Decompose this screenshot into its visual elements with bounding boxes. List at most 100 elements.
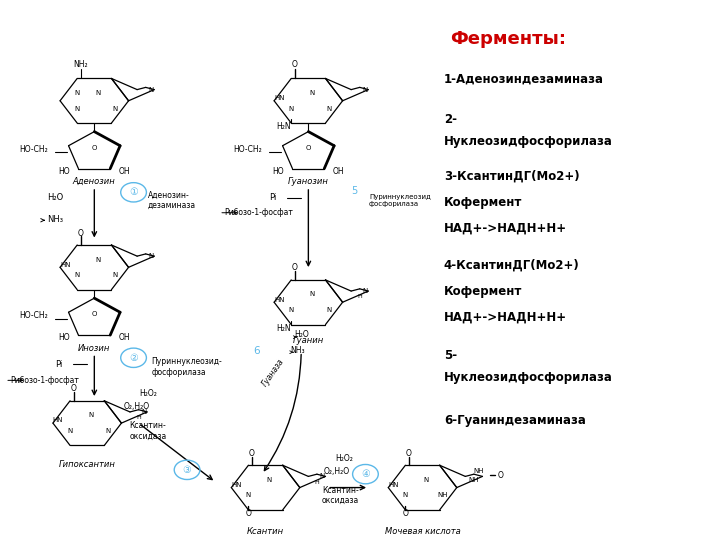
- Text: H: H: [315, 480, 319, 485]
- Text: НАД+->НАДН+Н+: НАД+->НАДН+Н+: [444, 310, 567, 323]
- Text: O: O: [71, 384, 76, 393]
- Text: HN: HN: [53, 417, 63, 423]
- Text: 2-: 2-: [444, 113, 457, 126]
- Text: HN: HN: [60, 261, 71, 268]
- Text: Аденозин: Аденозин: [73, 177, 116, 186]
- Text: HO: HO: [58, 333, 70, 342]
- Text: HO-CH₂: HO-CH₂: [19, 312, 48, 320]
- Text: N: N: [95, 90, 100, 96]
- Text: N: N: [112, 272, 117, 278]
- Text: ①: ①: [129, 187, 138, 197]
- Text: Гипоксантин: Гипоксантин: [59, 461, 116, 469]
- Text: ④: ④: [361, 469, 370, 479]
- Text: N: N: [75, 105, 80, 112]
- Text: OH: OH: [333, 167, 344, 176]
- Text: OH: OH: [119, 333, 130, 342]
- Text: NH₃: NH₃: [47, 215, 63, 224]
- Text: Нуклеозидфосфорилаза: Нуклеозидфосфорилаза: [444, 134, 613, 147]
- Text: N: N: [105, 428, 110, 434]
- Text: Мочевая кислота: Мочевая кислота: [384, 527, 460, 536]
- Text: ③: ③: [183, 465, 192, 475]
- Text: N: N: [88, 413, 93, 418]
- Text: HO-CH₂: HO-CH₂: [19, 145, 48, 154]
- Text: 5-: 5-: [444, 349, 457, 362]
- Text: O: O: [246, 509, 251, 518]
- Text: HO: HO: [272, 167, 284, 176]
- Text: NH: NH: [469, 476, 479, 483]
- Text: Кофермент: Кофермент: [444, 285, 522, 298]
- Text: Гуанозин: Гуанозин: [288, 177, 329, 186]
- Text: NH₃: NH₃: [290, 346, 305, 355]
- Text: 3-КсантинДГ(Мо2+): 3-КсантинДГ(Мо2+): [444, 170, 580, 183]
- Text: Инозин: Инозин: [78, 343, 110, 353]
- Text: H₂O₂: H₂O₂: [335, 454, 353, 463]
- Text: H₂O: H₂O: [47, 193, 63, 202]
- Text: N: N: [141, 409, 146, 415]
- Text: HN: HN: [274, 95, 284, 101]
- Text: HN: HN: [274, 296, 284, 302]
- Text: N: N: [309, 292, 315, 298]
- Text: НАД+->НАДН+Н+: НАД+->НАДН+Н+: [444, 221, 567, 234]
- Text: Рибозо-1-фосфат: Рибозо-1-фосфат: [10, 376, 78, 385]
- Text: N: N: [289, 307, 294, 313]
- Text: N: N: [326, 307, 331, 313]
- Text: N: N: [68, 428, 73, 434]
- Text: OH: OH: [119, 167, 130, 176]
- Text: H₂N: H₂N: [276, 323, 291, 333]
- Text: 1-Аденозиндезаминаза: 1-Аденозиндезаминаза: [444, 73, 604, 86]
- Text: O₂,H₂O: O₂,H₂O: [124, 402, 150, 411]
- Text: Pi: Pi: [55, 360, 63, 369]
- Text: N: N: [95, 256, 100, 262]
- Text: Ферменты:: Ферменты:: [450, 30, 566, 48]
- Text: NH: NH: [438, 492, 449, 498]
- Text: N: N: [362, 86, 367, 92]
- Text: N: N: [423, 477, 428, 483]
- Text: O: O: [306, 145, 311, 151]
- Text: Кофермент: Кофермент: [444, 197, 522, 210]
- Text: Гуаназа: Гуаназа: [260, 356, 285, 388]
- Text: Гуанин: Гуанин: [293, 336, 324, 346]
- Text: N: N: [75, 90, 80, 96]
- Text: O: O: [292, 60, 298, 70]
- Text: N: N: [326, 105, 331, 112]
- Text: Пуриннуклеозид
фосфорилаза: Пуриннуклеозид фосфорилаза: [369, 194, 431, 207]
- Text: H₂N: H₂N: [276, 122, 291, 131]
- Text: NH: NH: [474, 468, 484, 474]
- Text: 6: 6: [253, 346, 260, 355]
- Text: 4-КсантинДГ(Мо2+): 4-КсантинДГ(Мо2+): [444, 258, 580, 271]
- Text: N: N: [402, 492, 408, 498]
- Text: Pi: Pi: [269, 193, 276, 202]
- Text: O: O: [91, 145, 97, 151]
- Text: Ксантин-
оксидаза: Ксантин- оксидаза: [322, 486, 359, 505]
- Text: N: N: [148, 86, 153, 92]
- Text: Ксантин: Ксантин: [247, 527, 284, 536]
- Text: N: N: [112, 105, 117, 112]
- Text: NH₂: NH₂: [73, 60, 88, 70]
- Text: H₂O₂: H₂O₂: [139, 389, 157, 398]
- Text: O: O: [406, 449, 412, 458]
- Text: 6-Гуаниндезаминаза: 6-Гуаниндезаминаза: [444, 414, 586, 427]
- Text: HO-CH₂: HO-CH₂: [233, 145, 262, 154]
- Text: O: O: [91, 311, 97, 318]
- Text: Пуриннуклеозид-
фосфорилаза: Пуриннуклеозид- фосфорилаза: [151, 357, 222, 376]
- Text: HN: HN: [388, 482, 399, 488]
- Text: HN: HN: [231, 482, 242, 488]
- Text: O₂,H₂O: O₂,H₂O: [324, 467, 350, 476]
- Text: H: H: [136, 415, 141, 420]
- Text: N: N: [362, 288, 367, 294]
- Text: O: O: [498, 471, 503, 480]
- Text: 5: 5: [351, 186, 357, 196]
- Text: H: H: [357, 294, 362, 299]
- Text: Рибозо-1-фосфат: Рибозо-1-фосфат: [224, 208, 293, 217]
- Text: Нуклеозидфосфорилаза: Нуклеозидфосфорилаза: [444, 371, 613, 384]
- Text: H₂O: H₂O: [294, 330, 309, 339]
- Text: HO: HO: [58, 167, 70, 176]
- Text: ②: ②: [129, 353, 138, 363]
- Text: N: N: [75, 272, 80, 278]
- Text: O: O: [249, 449, 255, 458]
- Text: Аденозин-
дезаминаза: Аденозин- дезаминаза: [148, 191, 196, 210]
- Text: O: O: [402, 509, 408, 518]
- Text: N: N: [289, 105, 294, 112]
- Text: O: O: [292, 264, 298, 273]
- Text: N: N: [309, 90, 315, 96]
